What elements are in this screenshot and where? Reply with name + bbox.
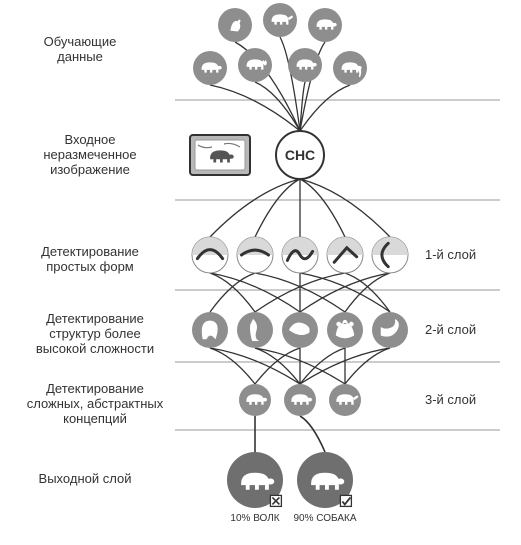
label-layer1: Детектированиепростых форм bbox=[20, 245, 160, 275]
label-layer2: Детектированиеструктур болеевысокой слож… bbox=[20, 312, 170, 357]
label-output: Выходной слой bbox=[20, 472, 150, 487]
label-training: Обучающиеданные bbox=[20, 35, 140, 65]
output-caption-dog: 90% СОБАКА bbox=[290, 513, 360, 524]
label-layer3: Детектированиесложных, абстрактныхконцеп… bbox=[15, 382, 175, 427]
svg-text:СНС: СНС bbox=[285, 147, 315, 163]
output-caption-wolf: 10% ВОЛК bbox=[225, 513, 285, 524]
right-label-layer3: 3-й слой bbox=[425, 393, 476, 408]
right-label-layer2: 2-й слой bbox=[425, 323, 476, 338]
label-input: Входноенеразмеченноеизображение bbox=[20, 133, 160, 178]
right-label-layer1: 1-й слой bbox=[425, 248, 476, 263]
